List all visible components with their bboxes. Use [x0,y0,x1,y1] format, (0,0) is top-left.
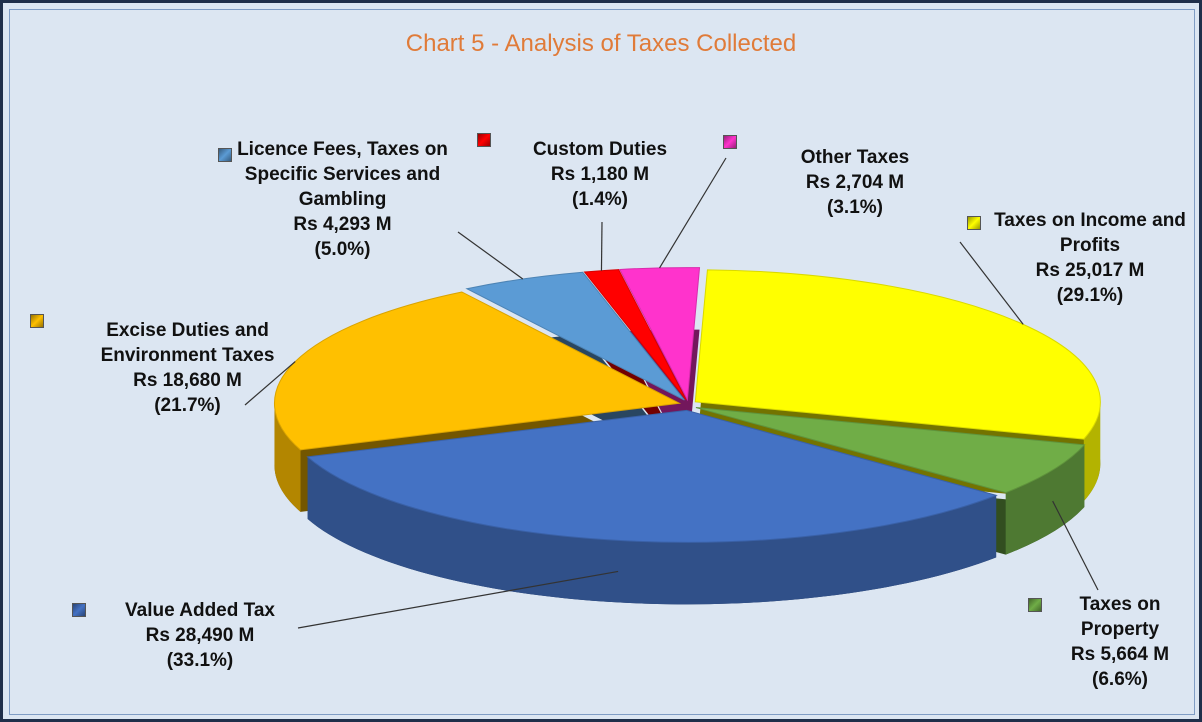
label-category: Licence Fees, Taxes on Specific Services… [237,139,448,210]
data-label: Taxes on Property Rs 5,664 M (6.6%) [1040,592,1200,692]
data-label: Other Taxes Rs 2,704 M (3.1%) [755,145,955,220]
data-label: Taxes on Income and Profits Rs 25,017 M (2… [990,208,1190,308]
slice-side [1083,401,1101,502]
leader-line [297,570,619,629]
leader-line [959,241,1024,325]
legend-marker [723,135,737,149]
label-value: Rs 5,664 M [1070,644,1170,665]
label-value: Rs 28,490 M [145,625,255,646]
label-category: Other Taxes [800,147,910,168]
legend-marker [1028,598,1042,612]
label-category: Excise Duties and Environment Taxes [100,320,275,366]
leader-line [244,361,296,406]
legend-marker [218,148,232,162]
data-label: Excise Duties and Environment Taxes Rs 18… [55,318,320,418]
label-percentage: (33.1%) [166,650,234,671]
leader-line [659,157,727,269]
legend-marker [30,314,44,328]
label-percentage: (6.6%) [1092,669,1148,690]
label-value: Rs 25,017 M [1035,260,1145,281]
label-value: Rs 18,680 M [133,370,242,391]
label-category: Custom Duties [532,139,668,160]
label-category: Taxes on Income and Profits [994,210,1186,256]
slice [306,409,998,543]
legend-marker [967,216,981,230]
slice [465,271,685,401]
data-label: Licence Fees, Taxes on Specific Services… [235,137,450,262]
label-value: Rs 1,180 M [550,164,650,185]
leader-line [457,231,524,280]
slice-side [1005,444,1085,555]
chart-inner-border [9,9,1195,715]
data-label: Custom Duties Rs 1,180 M (1.4%) [500,137,700,212]
slice-side [307,456,997,605]
label-percentage: (29.1%) [1056,285,1124,306]
legend-marker [477,133,491,147]
label-percentage: (5.0%) [314,239,371,260]
label-value: Rs 2,704 M [805,172,905,193]
label-category: Value Added Tax [125,600,275,621]
data-label: Value Added Tax Rs 28,490 M (33.1%) [95,598,305,673]
label-percentage: (1.4%) [572,189,628,210]
label-percentage: (21.7%) [154,395,221,416]
chart-title: Chart 5 - Analysis of Taxes Collected [405,30,797,57]
leader-line [1052,500,1099,591]
slice-side [274,403,301,512]
legend-marker [72,603,86,617]
slice [273,291,682,451]
slice [695,407,1086,494]
slice [619,267,701,402]
label-category: Taxes on Property [1079,594,1161,640]
label-value: Rs 4,293 M [293,214,392,235]
label-percentage: (3.1%) [827,197,883,218]
leader-line [600,221,603,271]
